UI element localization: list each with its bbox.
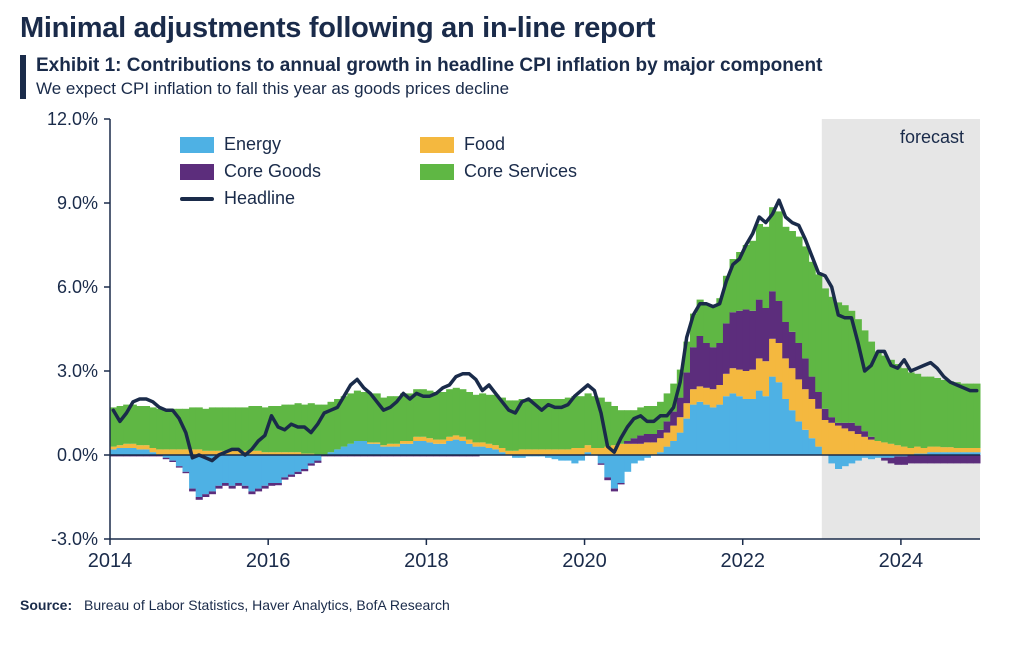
exhibit-header: Exhibit 1: Contributions to annual growt… — [20, 55, 1004, 99]
svg-text:2018: 2018 — [404, 550, 449, 572]
source-label: Source: — [20, 597, 72, 613]
legend-label-energy: Energy — [224, 134, 281, 155]
legend-swatch-headline — [180, 197, 214, 201]
svg-text:3.0%: 3.0% — [57, 361, 98, 381]
svg-text:2020: 2020 — [562, 550, 607, 572]
legend-item-headline: Headline — [180, 188, 410, 209]
svg-text:2014: 2014 — [88, 550, 133, 572]
svg-text:6.0%: 6.0% — [57, 277, 98, 297]
svg-text:2024: 2024 — [879, 550, 924, 572]
page-title: Minimal adjustments following an in-line… — [20, 12, 1004, 45]
legend-label-core-goods: Core Goods — [224, 161, 321, 182]
source-text: Bureau of Labor Statistics, Haver Analyt… — [84, 597, 450, 613]
legend: Energy Food Core Goods Core Services Hea… — [180, 134, 670, 209]
cpi-contribution-chart: -3.0% 0.0% 3.0% 6.0% 9.0% 12.0% 2014 2016 2018 20… — [20, 109, 990, 589]
forecast-label: forecast — [900, 127, 964, 148]
exhibit-title: Exhibit 1: Contributions to annual growt… — [36, 55, 1004, 77]
svg-text:12.0%: 12.0% — [47, 109, 98, 129]
legend-swatch-energy — [180, 137, 214, 153]
legend-item-core-goods: Core Goods — [180, 161, 410, 182]
legend-swatch-food — [420, 137, 454, 153]
legend-label-food: Food — [464, 134, 505, 155]
svg-text:-3.0%: -3.0% — [51, 529, 98, 549]
legend-item-energy: Energy — [180, 134, 410, 155]
legend-item-food: Food — [420, 134, 670, 155]
exhibit-subtitle: We expect CPI inflation to fall this yea… — [36, 79, 1004, 99]
legend-label-core-services: Core Services — [464, 161, 577, 182]
svg-text:2016: 2016 — [246, 550, 291, 572]
svg-text:0.0%: 0.0% — [57, 445, 98, 465]
svg-text:2022: 2022 — [720, 550, 765, 572]
source-line: Source: Bureau of Labor Statistics, Have… — [20, 597, 1004, 613]
svg-text:9.0%: 9.0% — [57, 193, 98, 213]
legend-item-core-services: Core Services — [420, 161, 670, 182]
legend-swatch-core-services — [420, 164, 454, 180]
legend-swatch-core-goods — [180, 164, 214, 180]
legend-label-headline: Headline — [224, 188, 295, 209]
